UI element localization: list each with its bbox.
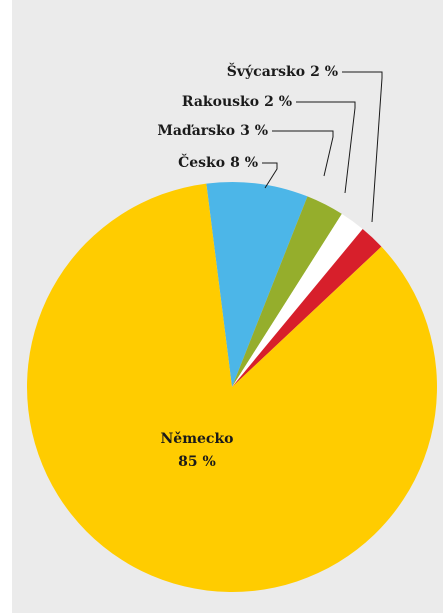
label-name: Česko (178, 153, 225, 171)
slice-label: Švýcarsko 2 % (227, 62, 338, 80)
slice-value: 85 % (178, 454, 216, 470)
slice-label: Německo (161, 431, 234, 447)
label-name: Švýcarsko (227, 62, 305, 80)
pie-slice (232, 213, 363, 387)
label-value: 8 % (230, 155, 258, 171)
slice-label: Maďarsko 3 % (157, 123, 268, 139)
slice-label: Rakousko 2 % (182, 94, 292, 110)
label-value: 3 % (240, 123, 268, 139)
leader-line (272, 130, 334, 177)
pie-slice (27, 183, 438, 593)
label-value: 2 % (264, 94, 292, 110)
leader-line (342, 71, 383, 223)
label-name: Maďarsko (157, 123, 235, 139)
pie-slice (232, 196, 342, 387)
slice-label: Česko 8 % (178, 153, 258, 171)
leader-line (262, 162, 278, 189)
pie-slice (232, 229, 382, 387)
label-value: 2 % (310, 64, 338, 80)
label-name: Rakousko (182, 94, 259, 110)
pie-slice (206, 181, 308, 387)
leader-line (296, 101, 356, 194)
